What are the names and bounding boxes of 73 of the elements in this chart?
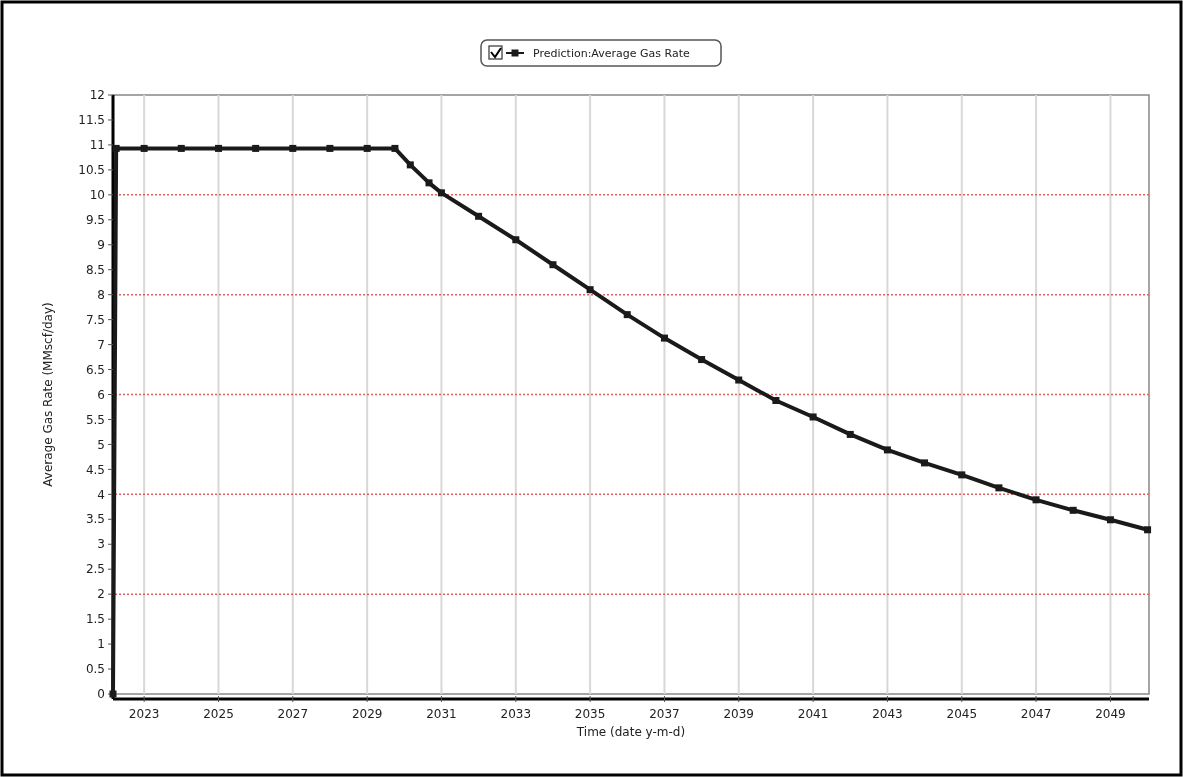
- point: [140, 144, 148, 152]
- y-tick-label: 6: [97, 387, 105, 402]
- point: [425, 179, 433, 187]
- x-tick-label: 2045: [946, 707, 978, 721]
- y-axis-title: Average Gas Rate (MMscf/day): [41, 302, 55, 487]
- y-tick-label: 12: [89, 88, 105, 103]
- point: [846, 430, 854, 438]
- y-tick-label: 8.5: [85, 262, 105, 277]
- y-tick-label: 1.5: [85, 612, 105, 627]
- point: [1106, 516, 1114, 524]
- point: [289, 144, 297, 152]
- point: [921, 459, 929, 467]
- point: [772, 396, 780, 404]
- x-tick-label: 2039: [723, 707, 755, 721]
- point: [1032, 496, 1040, 504]
- x-tick-label: 2041: [797, 707, 829, 721]
- point: [623, 311, 631, 319]
- y-tick-label: 10.5: [78, 163, 105, 178]
- point: [406, 161, 414, 169]
- point: [995, 484, 1003, 492]
- x-tick-label: 2035: [574, 707, 606, 721]
- x-tick-label: 2025: [203, 707, 234, 721]
- point: [326, 144, 334, 152]
- point: [735, 376, 743, 384]
- y-tick-label: 9: [97, 237, 105, 252]
- point: [883, 446, 891, 454]
- point: [1144, 526, 1152, 534]
- point: [391, 144, 399, 152]
- y-tick-label: 9.5: [85, 212, 105, 227]
- y-tick-label: 7: [97, 337, 105, 352]
- point: [177, 144, 185, 152]
- y-tick-label: 3.5: [85, 512, 105, 527]
- y-tick-label: 4.5: [85, 462, 105, 477]
- y-tick-label: 10: [89, 188, 105, 203]
- y-tick-label: 0.5: [85, 662, 105, 677]
- y-tick-label: 0: [97, 687, 105, 702]
- y-tick-label: 2: [97, 587, 105, 602]
- point: [958, 471, 966, 479]
- x-tick-label: 2023: [128, 707, 160, 721]
- x-tick-label: 2043: [872, 707, 903, 721]
- point: [809, 413, 817, 421]
- point: [112, 144, 120, 152]
- point: [215, 144, 223, 152]
- x-tick-label: 2049: [1095, 707, 1126, 721]
- y-tick-label: 1: [97, 637, 105, 652]
- x-tick-label: 2037: [649, 707, 680, 721]
- y-tick-label: 2.5: [85, 562, 105, 577]
- x-tick-label: 2027: [277, 707, 309, 721]
- y-tick-label: 11: [89, 138, 105, 153]
- y-tick-label: 6.5: [85, 362, 105, 377]
- point: [549, 261, 557, 269]
- point: [1069, 506, 1077, 514]
- x-axis-title: Time (date y-m-d): [575, 725, 686, 739]
- x-tick-label: 2029: [351, 707, 383, 721]
- point: [363, 144, 371, 152]
- point: [586, 286, 594, 294]
- legend-label: Prediction:Average Gas Rate: [533, 46, 690, 60]
- y-tick-label: 3: [97, 537, 105, 552]
- y-tick-label: 11.5: [78, 113, 105, 128]
- point: [252, 144, 260, 152]
- point: [660, 334, 668, 342]
- point: [475, 212, 483, 220]
- x-tick-label: 2047: [1020, 707, 1052, 721]
- x-tick-label: 2031: [426, 707, 457, 721]
- y-tick-label: 8: [97, 287, 105, 302]
- x-tick-label: 2033: [500, 707, 532, 721]
- y-tick-label: 5.5: [85, 412, 105, 427]
- point: [512, 236, 520, 244]
- y-tick-label: 5: [97, 437, 105, 452]
- y-tick-label: 7.5: [85, 312, 105, 327]
- y-tick-label: 4: [97, 487, 105, 502]
- point: [698, 356, 706, 364]
- point: [437, 189, 445, 197]
